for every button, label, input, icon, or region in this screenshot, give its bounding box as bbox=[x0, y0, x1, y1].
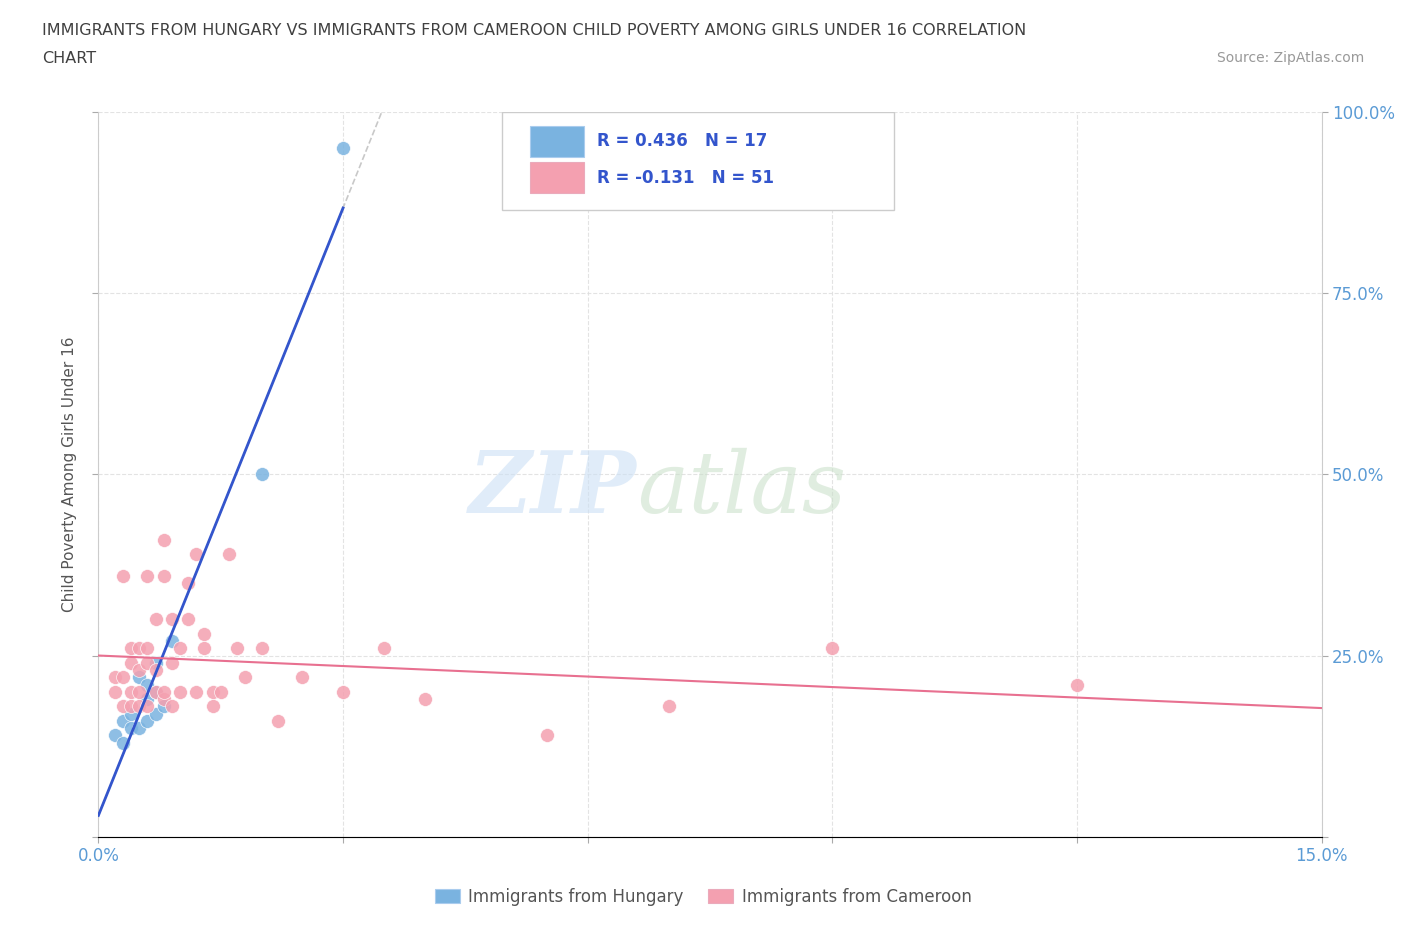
Point bbox=[136, 568, 159, 583]
Point bbox=[193, 641, 215, 656]
Point bbox=[128, 641, 150, 656]
Point bbox=[152, 692, 174, 707]
Point bbox=[120, 684, 142, 699]
Point bbox=[120, 706, 142, 721]
Point bbox=[218, 547, 240, 562]
Point bbox=[160, 633, 183, 648]
Point bbox=[120, 641, 142, 656]
FancyBboxPatch shape bbox=[530, 126, 583, 156]
Text: CHART: CHART bbox=[42, 51, 96, 66]
Point bbox=[226, 641, 249, 656]
Point bbox=[136, 692, 159, 707]
FancyBboxPatch shape bbox=[502, 112, 894, 209]
Point bbox=[821, 641, 844, 656]
Point bbox=[536, 728, 558, 743]
Point bbox=[413, 692, 436, 707]
FancyBboxPatch shape bbox=[530, 163, 583, 193]
Point bbox=[332, 684, 354, 699]
Point bbox=[233, 670, 256, 684]
Point bbox=[128, 663, 150, 678]
Y-axis label: Child Poverty Among Girls Under 16: Child Poverty Among Girls Under 16 bbox=[62, 337, 77, 612]
Point bbox=[169, 684, 191, 699]
Point bbox=[145, 656, 167, 671]
Point bbox=[160, 699, 183, 714]
Point bbox=[145, 684, 167, 699]
Point bbox=[120, 656, 142, 671]
Text: ZIP: ZIP bbox=[468, 447, 637, 530]
Point bbox=[152, 684, 174, 699]
Point bbox=[145, 684, 167, 699]
Point bbox=[160, 656, 183, 671]
Point bbox=[111, 568, 134, 583]
Text: IMMIGRANTS FROM HUNGARY VS IMMIGRANTS FROM CAMEROON CHILD POVERTY AMONG GIRLS UN: IMMIGRANTS FROM HUNGARY VS IMMIGRANTS FR… bbox=[42, 23, 1026, 38]
Point bbox=[136, 641, 159, 656]
Point bbox=[201, 699, 224, 714]
Point bbox=[193, 627, 215, 642]
Text: atlas: atlas bbox=[637, 447, 846, 530]
Text: R = 0.436   N = 17: R = 0.436 N = 17 bbox=[598, 132, 768, 151]
Point bbox=[120, 699, 142, 714]
Point bbox=[152, 699, 174, 714]
Point bbox=[152, 532, 174, 547]
Point bbox=[111, 713, 134, 728]
Legend: Immigrants from Hungary, Immigrants from Cameroon: Immigrants from Hungary, Immigrants from… bbox=[427, 881, 979, 912]
Point bbox=[1066, 677, 1088, 692]
Point bbox=[145, 706, 167, 721]
Text: Source: ZipAtlas.com: Source: ZipAtlas.com bbox=[1216, 51, 1364, 65]
Point bbox=[186, 547, 208, 562]
Point bbox=[658, 699, 681, 714]
Point bbox=[332, 140, 354, 155]
Point bbox=[136, 656, 159, 671]
Point bbox=[152, 568, 174, 583]
Point bbox=[160, 612, 183, 627]
Point bbox=[145, 612, 167, 627]
Point bbox=[104, 684, 127, 699]
Point bbox=[177, 612, 200, 627]
Point bbox=[250, 641, 273, 656]
Point bbox=[201, 684, 224, 699]
Point bbox=[120, 721, 142, 736]
Point bbox=[250, 467, 273, 482]
Point bbox=[128, 684, 150, 699]
Text: R = -0.131   N = 51: R = -0.131 N = 51 bbox=[598, 168, 775, 187]
Point bbox=[136, 699, 159, 714]
Point bbox=[111, 699, 134, 714]
Point bbox=[111, 736, 134, 751]
Point bbox=[136, 677, 159, 692]
Point bbox=[104, 728, 127, 743]
Point bbox=[136, 713, 159, 728]
Point bbox=[267, 713, 290, 728]
Point bbox=[128, 670, 150, 684]
Point bbox=[104, 670, 127, 684]
Point bbox=[209, 684, 232, 699]
Point bbox=[169, 641, 191, 656]
Point bbox=[186, 684, 208, 699]
Point bbox=[145, 663, 167, 678]
Point bbox=[128, 721, 150, 736]
Point bbox=[128, 699, 150, 714]
Point bbox=[111, 670, 134, 684]
Point bbox=[177, 576, 200, 591]
Point bbox=[373, 641, 395, 656]
Point bbox=[291, 670, 314, 684]
